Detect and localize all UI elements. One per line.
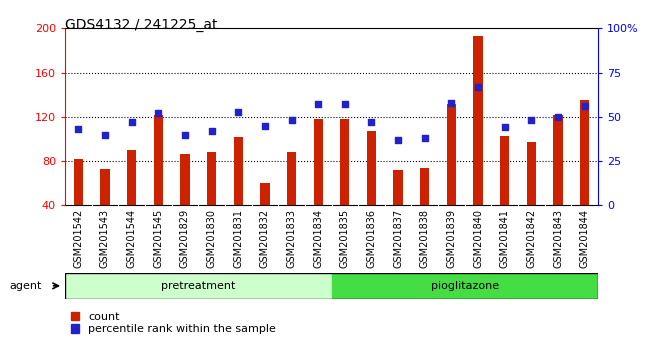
Legend: count, percentile rank within the sample: count, percentile rank within the sample	[71, 312, 276, 334]
Point	[233, 109, 244, 114]
Text: GSM201836: GSM201836	[367, 209, 376, 268]
Text: GSM201545: GSM201545	[153, 209, 163, 268]
Bar	[313, 119, 323, 205]
Text: GDS4132 / 241225_at: GDS4132 / 241225_at	[65, 18, 218, 32]
Point	[446, 100, 456, 105]
Point	[473, 84, 484, 90]
Bar	[526, 142, 536, 205]
Bar	[500, 136, 510, 205]
Bar	[580, 100, 590, 205]
Point	[526, 118, 537, 123]
Point	[153, 110, 164, 116]
Bar	[100, 169, 110, 205]
Text: GSM201831: GSM201831	[233, 209, 243, 268]
Text: GSM201837: GSM201837	[393, 209, 403, 268]
Bar	[180, 154, 190, 205]
Text: GSM201840: GSM201840	[473, 209, 483, 268]
Text: GSM201838: GSM201838	[420, 209, 430, 268]
Text: GSM201829: GSM201829	[180, 209, 190, 268]
Bar	[287, 152, 296, 205]
Text: GSM201843: GSM201843	[553, 209, 563, 268]
Bar	[473, 36, 483, 205]
Text: pretreatment: pretreatment	[161, 281, 235, 291]
Point	[393, 137, 403, 143]
Bar	[233, 137, 243, 205]
Text: GSM201844: GSM201844	[580, 209, 590, 268]
Bar	[447, 104, 456, 205]
Point	[179, 132, 190, 137]
Text: GSM201542: GSM201542	[73, 209, 83, 268]
Point	[259, 123, 270, 129]
Point	[367, 119, 377, 125]
Bar	[260, 183, 270, 205]
Bar	[73, 159, 83, 205]
Point	[100, 132, 110, 137]
Text: GSM201842: GSM201842	[526, 209, 536, 268]
Bar	[340, 119, 350, 205]
Point	[287, 118, 297, 123]
Text: GSM201839: GSM201839	[447, 209, 456, 268]
Point	[126, 119, 137, 125]
Bar	[367, 131, 376, 205]
Point	[206, 128, 216, 134]
Bar	[207, 152, 216, 205]
Text: agent: agent	[10, 281, 42, 291]
Bar	[127, 150, 136, 205]
Text: GSM201834: GSM201834	[313, 209, 323, 268]
Point	[339, 102, 350, 107]
Text: GSM201841: GSM201841	[500, 209, 510, 268]
Text: GSM201835: GSM201835	[340, 209, 350, 268]
Bar	[393, 170, 403, 205]
Point	[73, 126, 83, 132]
Bar	[332, 273, 598, 299]
Text: GSM201832: GSM201832	[260, 209, 270, 268]
Point	[313, 102, 324, 107]
Bar	[553, 115, 563, 205]
Text: GSM201543: GSM201543	[100, 209, 110, 268]
Text: pioglitazone: pioglitazone	[431, 281, 499, 291]
Text: GSM201830: GSM201830	[207, 209, 216, 268]
Text: GSM201544: GSM201544	[127, 209, 136, 268]
Point	[580, 103, 590, 109]
Point	[553, 114, 564, 120]
Text: GSM201833: GSM201833	[287, 209, 296, 268]
Point	[420, 135, 430, 141]
Bar	[65, 273, 332, 299]
Bar	[420, 168, 430, 205]
Bar	[153, 115, 163, 205]
Point	[500, 125, 510, 130]
